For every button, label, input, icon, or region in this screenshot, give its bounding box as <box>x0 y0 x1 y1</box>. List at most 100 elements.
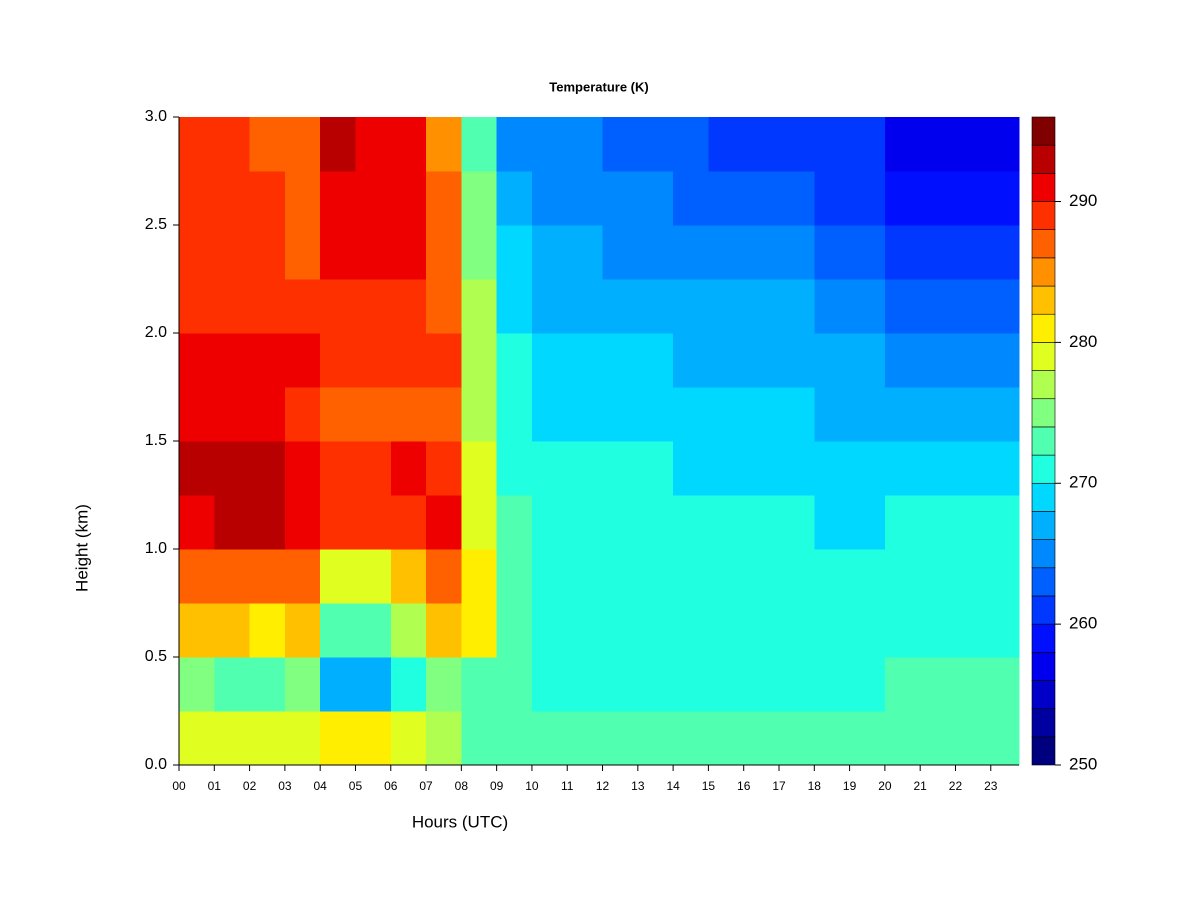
heat-cell <box>708 279 745 334</box>
heat-cell <box>990 495 1020 550</box>
heat-cell <box>955 279 992 334</box>
heat-cell <box>531 711 568 766</box>
heat-cell <box>849 549 886 604</box>
heat-cell <box>567 549 604 604</box>
heat-cell <box>743 387 780 442</box>
x-tick-label: 04 <box>313 779 327 793</box>
colorbar-box <box>1031 285 1056 315</box>
colorbar-box <box>1031 370 1056 400</box>
heat-cell <box>320 225 356 280</box>
heat-cell <box>708 117 745 172</box>
x-tick-label: 18 <box>808 779 822 793</box>
heat-cell <box>743 117 780 172</box>
heat-cell <box>249 387 286 442</box>
heat-cell <box>355 441 392 496</box>
heat-cell <box>426 117 462 172</box>
heat-cell <box>814 117 851 172</box>
colorbar-box <box>1031 144 1056 174</box>
heat-cell <box>496 117 533 172</box>
heat-cell <box>179 225 215 280</box>
heat-cell <box>355 225 392 280</box>
heat-cell <box>496 549 533 604</box>
colorbar-tick-label: 270 <box>1069 473 1097 492</box>
heat-cell <box>496 495 533 550</box>
heat-cell <box>955 333 992 388</box>
heat-cell <box>637 603 674 658</box>
colorbar-box <box>1031 257 1056 287</box>
heat-cell <box>673 549 709 604</box>
heat-cell <box>743 603 780 658</box>
heat-cell <box>849 495 886 550</box>
x-tick-label: 06 <box>384 779 398 793</box>
heat-cell <box>214 333 251 388</box>
heat-cell <box>426 225 462 280</box>
heat-cell <box>779 117 815 172</box>
x-tick-label: 17 <box>772 779 786 793</box>
heat-cell <box>214 603 251 658</box>
heat-cell <box>214 387 251 442</box>
heat-cell <box>637 495 674 550</box>
colorbar-box <box>1031 680 1056 709</box>
heat-cell <box>779 495 815 550</box>
heat-cell <box>884 657 921 712</box>
heat-cell <box>390 333 427 388</box>
heat-cell <box>179 711 215 766</box>
heat-cell <box>567 279 604 334</box>
heat-cell <box>320 279 356 334</box>
heat-cell <box>355 333 392 388</box>
heat-cell <box>779 603 815 658</box>
heat-cell <box>955 711 992 766</box>
heat-cell <box>708 603 745 658</box>
heat-cell <box>461 117 498 172</box>
heat-cell <box>284 711 321 766</box>
heat-cell <box>884 603 921 658</box>
heat-cell <box>884 117 921 172</box>
heat-cell <box>567 657 604 712</box>
heat-cell <box>249 711 286 766</box>
heat-cell <box>284 603 321 658</box>
heat-cell <box>249 495 286 550</box>
heat-cell <box>955 495 992 550</box>
heat-cell <box>920 225 956 280</box>
colorbar-box <box>1031 511 1056 540</box>
heat-cell <box>461 603 498 658</box>
x-tick-label: 20 <box>878 779 892 793</box>
heat-cell <box>814 495 851 550</box>
y-tick-label: 0.5 <box>145 648 167 665</box>
heat-cell <box>355 387 392 442</box>
heat-cell <box>284 333 321 388</box>
heat-cell <box>461 495 498 550</box>
heat-cell <box>708 225 745 280</box>
heat-cell <box>320 117 356 172</box>
colorbar-box <box>1031 173 1056 202</box>
heat-cell <box>496 711 533 766</box>
heat-cell <box>708 495 745 550</box>
heat-cell <box>673 441 709 496</box>
heat-cell <box>567 171 604 226</box>
heat-cell <box>884 549 921 604</box>
heat-cell <box>920 549 956 604</box>
heat-cell <box>355 495 392 550</box>
heat-cell <box>743 657 780 712</box>
heat-cell <box>884 279 921 334</box>
y-tick-label: 2.5 <box>145 216 167 233</box>
x-tick-label: 22 <box>949 779 963 793</box>
heat-cell <box>743 549 780 604</box>
heat-cell <box>779 441 815 496</box>
y-tick-label: 1.0 <box>145 540 167 557</box>
heat-cell <box>426 657 462 712</box>
heat-cell <box>426 603 462 658</box>
heat-cell <box>320 549 356 604</box>
heat-cell <box>320 495 356 550</box>
colorbar-box <box>1031 454 1056 484</box>
heat-cell <box>743 495 780 550</box>
heat-cell <box>955 549 992 604</box>
heat-cell <box>531 603 568 658</box>
heat-cell <box>673 333 709 388</box>
heat-cell <box>531 387 568 442</box>
heat-cell <box>708 711 745 766</box>
colorbar-box <box>1031 201 1056 230</box>
heat-cell <box>779 171 815 226</box>
x-tick-label: 23 <box>984 779 998 793</box>
x-tick-label: 03 <box>278 779 292 793</box>
